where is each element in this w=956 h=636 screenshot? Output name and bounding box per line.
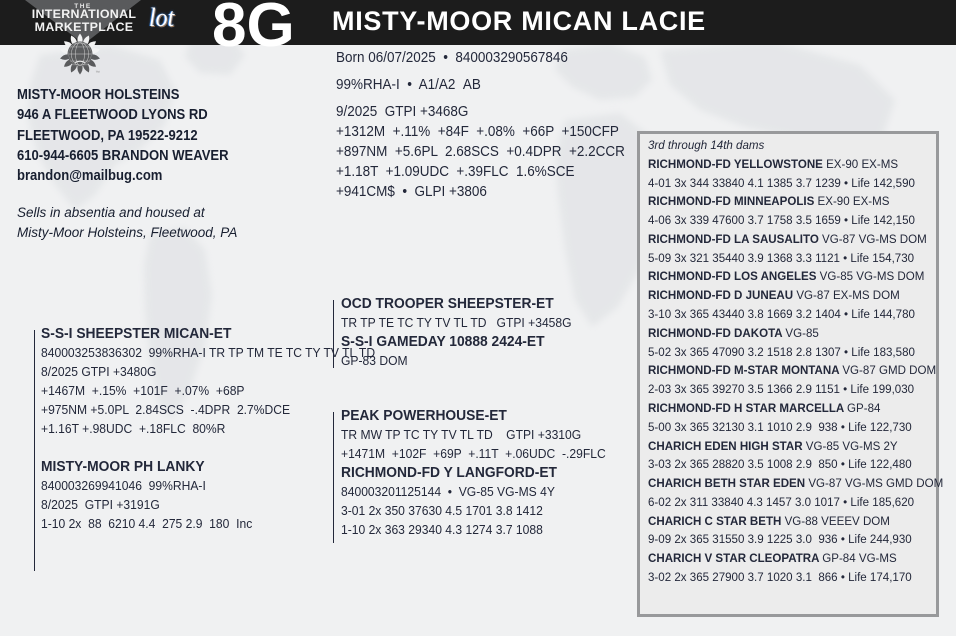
- svg-text:™: ™: [95, 70, 99, 75]
